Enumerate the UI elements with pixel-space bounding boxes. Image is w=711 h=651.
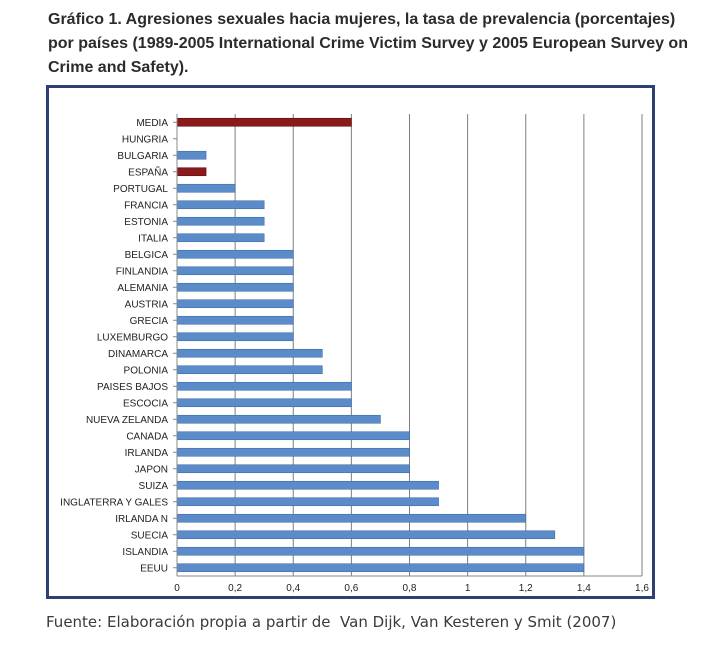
bar-canada: [176, 431, 410, 441]
bar-grecia: [176, 315, 294, 325]
bar-luxemburgo: [176, 332, 294, 342]
category-label: ESPAÑA: [128, 165, 168, 178]
bar-chart: MEDIA HUNGRIA BULGARIA ESPAÑA PORTUGAL FRANCI…: [60, 114, 649, 594]
category-label: JAPON: [135, 464, 168, 475]
bar-estonia: [176, 216, 265, 226]
category-label: ALEMANIA: [117, 283, 168, 294]
category-label: HUNGRIA: [122, 134, 168, 145]
category-label: BELGICA: [125, 250, 169, 261]
bars: [176, 117, 585, 573]
category-label: SUECIA: [131, 530, 169, 541]
bar-japon: [176, 464, 410, 474]
category-label: CANADA: [126, 431, 168, 442]
bar-españa: [176, 167, 207, 177]
bar-austria: [176, 299, 294, 309]
category-label: FINLANDIA: [116, 266, 169, 277]
bar-paises-bajos: [176, 381, 352, 391]
bar-nueva-zelanda: [176, 414, 381, 424]
x-tick-label: 1,2: [519, 583, 533, 594]
category-label: AUSTRIA: [125, 299, 169, 310]
category-label: IRLANDA: [125, 448, 169, 459]
category-label: BULGARIA: [117, 151, 168, 162]
gridlines: [234, 114, 643, 576]
category-label: SUIZA: [139, 481, 169, 492]
x-tick-label: 1,6: [635, 583, 649, 594]
category-label: GRECIA: [130, 316, 169, 327]
bar-suiza: [176, 480, 439, 490]
bar-belgica: [176, 249, 294, 259]
x-tick-label: 1: [465, 583, 471, 594]
category-label: EEUU: [140, 563, 168, 574]
axes: [173, 114, 642, 577]
category-label: ESCOCIA: [123, 398, 168, 409]
bar-inglaterra-y-gales: [176, 497, 439, 507]
x-tick-label: 0,6: [344, 583, 358, 594]
source-note: Fuente: Elaboración propia a partir de V…: [46, 613, 617, 631]
bar-italia: [176, 233, 265, 243]
category-label: MEDIA: [136, 118, 168, 129]
x-tick-label: 0,8: [403, 583, 417, 594]
category-label: POLONIA: [124, 365, 169, 376]
chart-title: Gráfico 1. Agresiones sexuales hacia muj…: [48, 11, 688, 76]
bar-polonia: [176, 365, 323, 375]
bar-francia: [176, 200, 265, 210]
category-label: DINAMARCA: [108, 349, 168, 360]
bar-escocia: [176, 398, 352, 408]
bar-media: [176, 117, 352, 127]
category-label: PAISES BAJOS: [97, 382, 168, 393]
category-label: ESTONIA: [124, 217, 168, 228]
x-tick-label: 1,4: [577, 583, 591, 594]
category-label: INGLATERRA Y GALES: [60, 497, 168, 508]
bar-dinamarca: [176, 348, 323, 358]
category-label: NUEVA ZELANDA: [86, 415, 168, 426]
category-label: LUXEMBURGO: [97, 332, 168, 343]
bar-irlanda: [176, 447, 410, 457]
x-tick-label: 0: [174, 583, 180, 594]
category-labels: MEDIA HUNGRIA BULGARIA ESPAÑA PORTUGAL FRANCI…: [60, 118, 168, 575]
bar-eeuu: [176, 563, 585, 573]
category-label: FRANCIA: [124, 200, 168, 211]
bar-finlandia: [176, 266, 294, 276]
bar-irlanda-n: [176, 513, 527, 523]
bar-islandia: [176, 546, 585, 556]
x-tick-label: 0,4: [286, 583, 300, 594]
x-tick-labels: 0 0,2 0,4 0,6 0,8 1 1,2 1,4 1,6: [174, 583, 649, 594]
bar-alemania: [176, 282, 294, 292]
category-label: PORTUGAL: [113, 184, 168, 195]
chart-frame: MEDIA HUNGRIA BULGARIA ESPAÑA PORTUGAL FRANCI…: [46, 85, 655, 599]
bar-portugal: [176, 183, 236, 193]
x-tick-label: 0,2: [228, 583, 242, 594]
category-label: ITALIA: [138, 233, 168, 244]
bar-suecia: [176, 530, 556, 540]
category-label: ISLANDIA: [122, 547, 168, 558]
category-label: IRLANDA N: [115, 514, 168, 525]
bar-bulgaria: [176, 150, 207, 160]
